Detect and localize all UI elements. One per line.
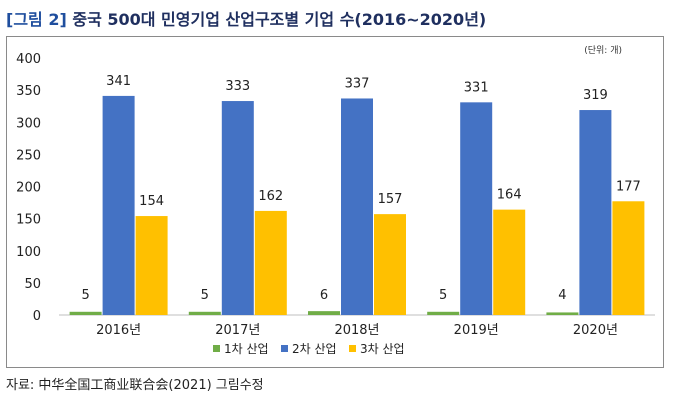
data-label: 337 — [345, 76, 370, 91]
data-label: 164 — [497, 188, 522, 203]
y-tick-label: 100 — [16, 245, 41, 260]
bar — [374, 214, 406, 315]
x-tick-label: 2019년 — [454, 323, 499, 338]
unit-note: (단위: 개) — [584, 45, 622, 56]
figure-title: [그림 2] 중국 500대 민영기업 산업구조별 기업 수(2016~2020… — [6, 6, 486, 30]
y-tick-label: 0 — [33, 309, 41, 324]
legend-swatch — [213, 345, 220, 352]
x-tick-label: 2018년 — [334, 323, 379, 338]
source-note: 자료: 中华全国工商业联合会(2021) 그림수정 — [6, 378, 264, 393]
x-tick-label: 2016년 — [96, 323, 141, 338]
y-tick-label: 300 — [16, 116, 41, 131]
bar — [188, 311, 221, 315]
x-tick-label: 2017년 — [215, 323, 260, 338]
bar — [427, 311, 460, 315]
y-tick-label: 400 — [16, 52, 41, 67]
y-tick-label: 50 — [24, 277, 41, 292]
data-label: 154 — [139, 194, 164, 209]
data-label: 6 — [320, 288, 328, 303]
legend-label: 1차 산업 — [224, 342, 269, 356]
bar — [612, 201, 645, 315]
chart-frame: (단위: 개) 0 50 100 150 200 250 300 350 400 5 341 154 20… — [6, 36, 664, 368]
bar — [135, 216, 168, 315]
data-label: 4 — [558, 288, 566, 303]
y-tick-label: 250 — [16, 148, 41, 163]
bar — [221, 101, 254, 315]
figure-title-text: 중국 500대 민영기업 산업구조별 기업 수(2016~2020년) — [72, 10, 487, 29]
figure-label: [그림 2] — [6, 10, 67, 29]
y-tick-label: 200 — [16, 181, 41, 196]
data-label: 5 — [439, 288, 447, 303]
bar-chart: (단위: 개) 0 50 100 150 200 250 300 350 400 5 341 154 20… — [16, 45, 655, 356]
bar — [460, 102, 493, 316]
data-label: 331 — [464, 80, 489, 95]
y-tick-label: 150 — [16, 213, 41, 228]
bar — [546, 312, 579, 315]
x-tick-label: 2020년 — [573, 323, 618, 338]
data-label: 162 — [258, 189, 283, 204]
data-label: 5 — [81, 288, 89, 303]
legend-label: 3차 산업 — [360, 342, 405, 356]
bar — [341, 98, 373, 315]
bar — [69, 311, 102, 315]
y-tick-label: 350 — [16, 84, 41, 99]
data-label: 177 — [616, 179, 641, 194]
bar — [102, 95, 135, 315]
data-label: 157 — [378, 192, 403, 207]
data-label: 341 — [106, 74, 131, 89]
legend-swatch — [281, 345, 288, 352]
legend-label: 2차 산업 — [292, 342, 337, 356]
bar — [308, 311, 340, 315]
bar — [254, 210, 287, 315]
bar — [493, 209, 526, 315]
data-label: 319 — [583, 88, 608, 103]
data-label: 333 — [225, 79, 250, 94]
data-label: 5 — [201, 288, 209, 303]
legend-swatch — [349, 345, 356, 352]
bar — [579, 110, 612, 315]
